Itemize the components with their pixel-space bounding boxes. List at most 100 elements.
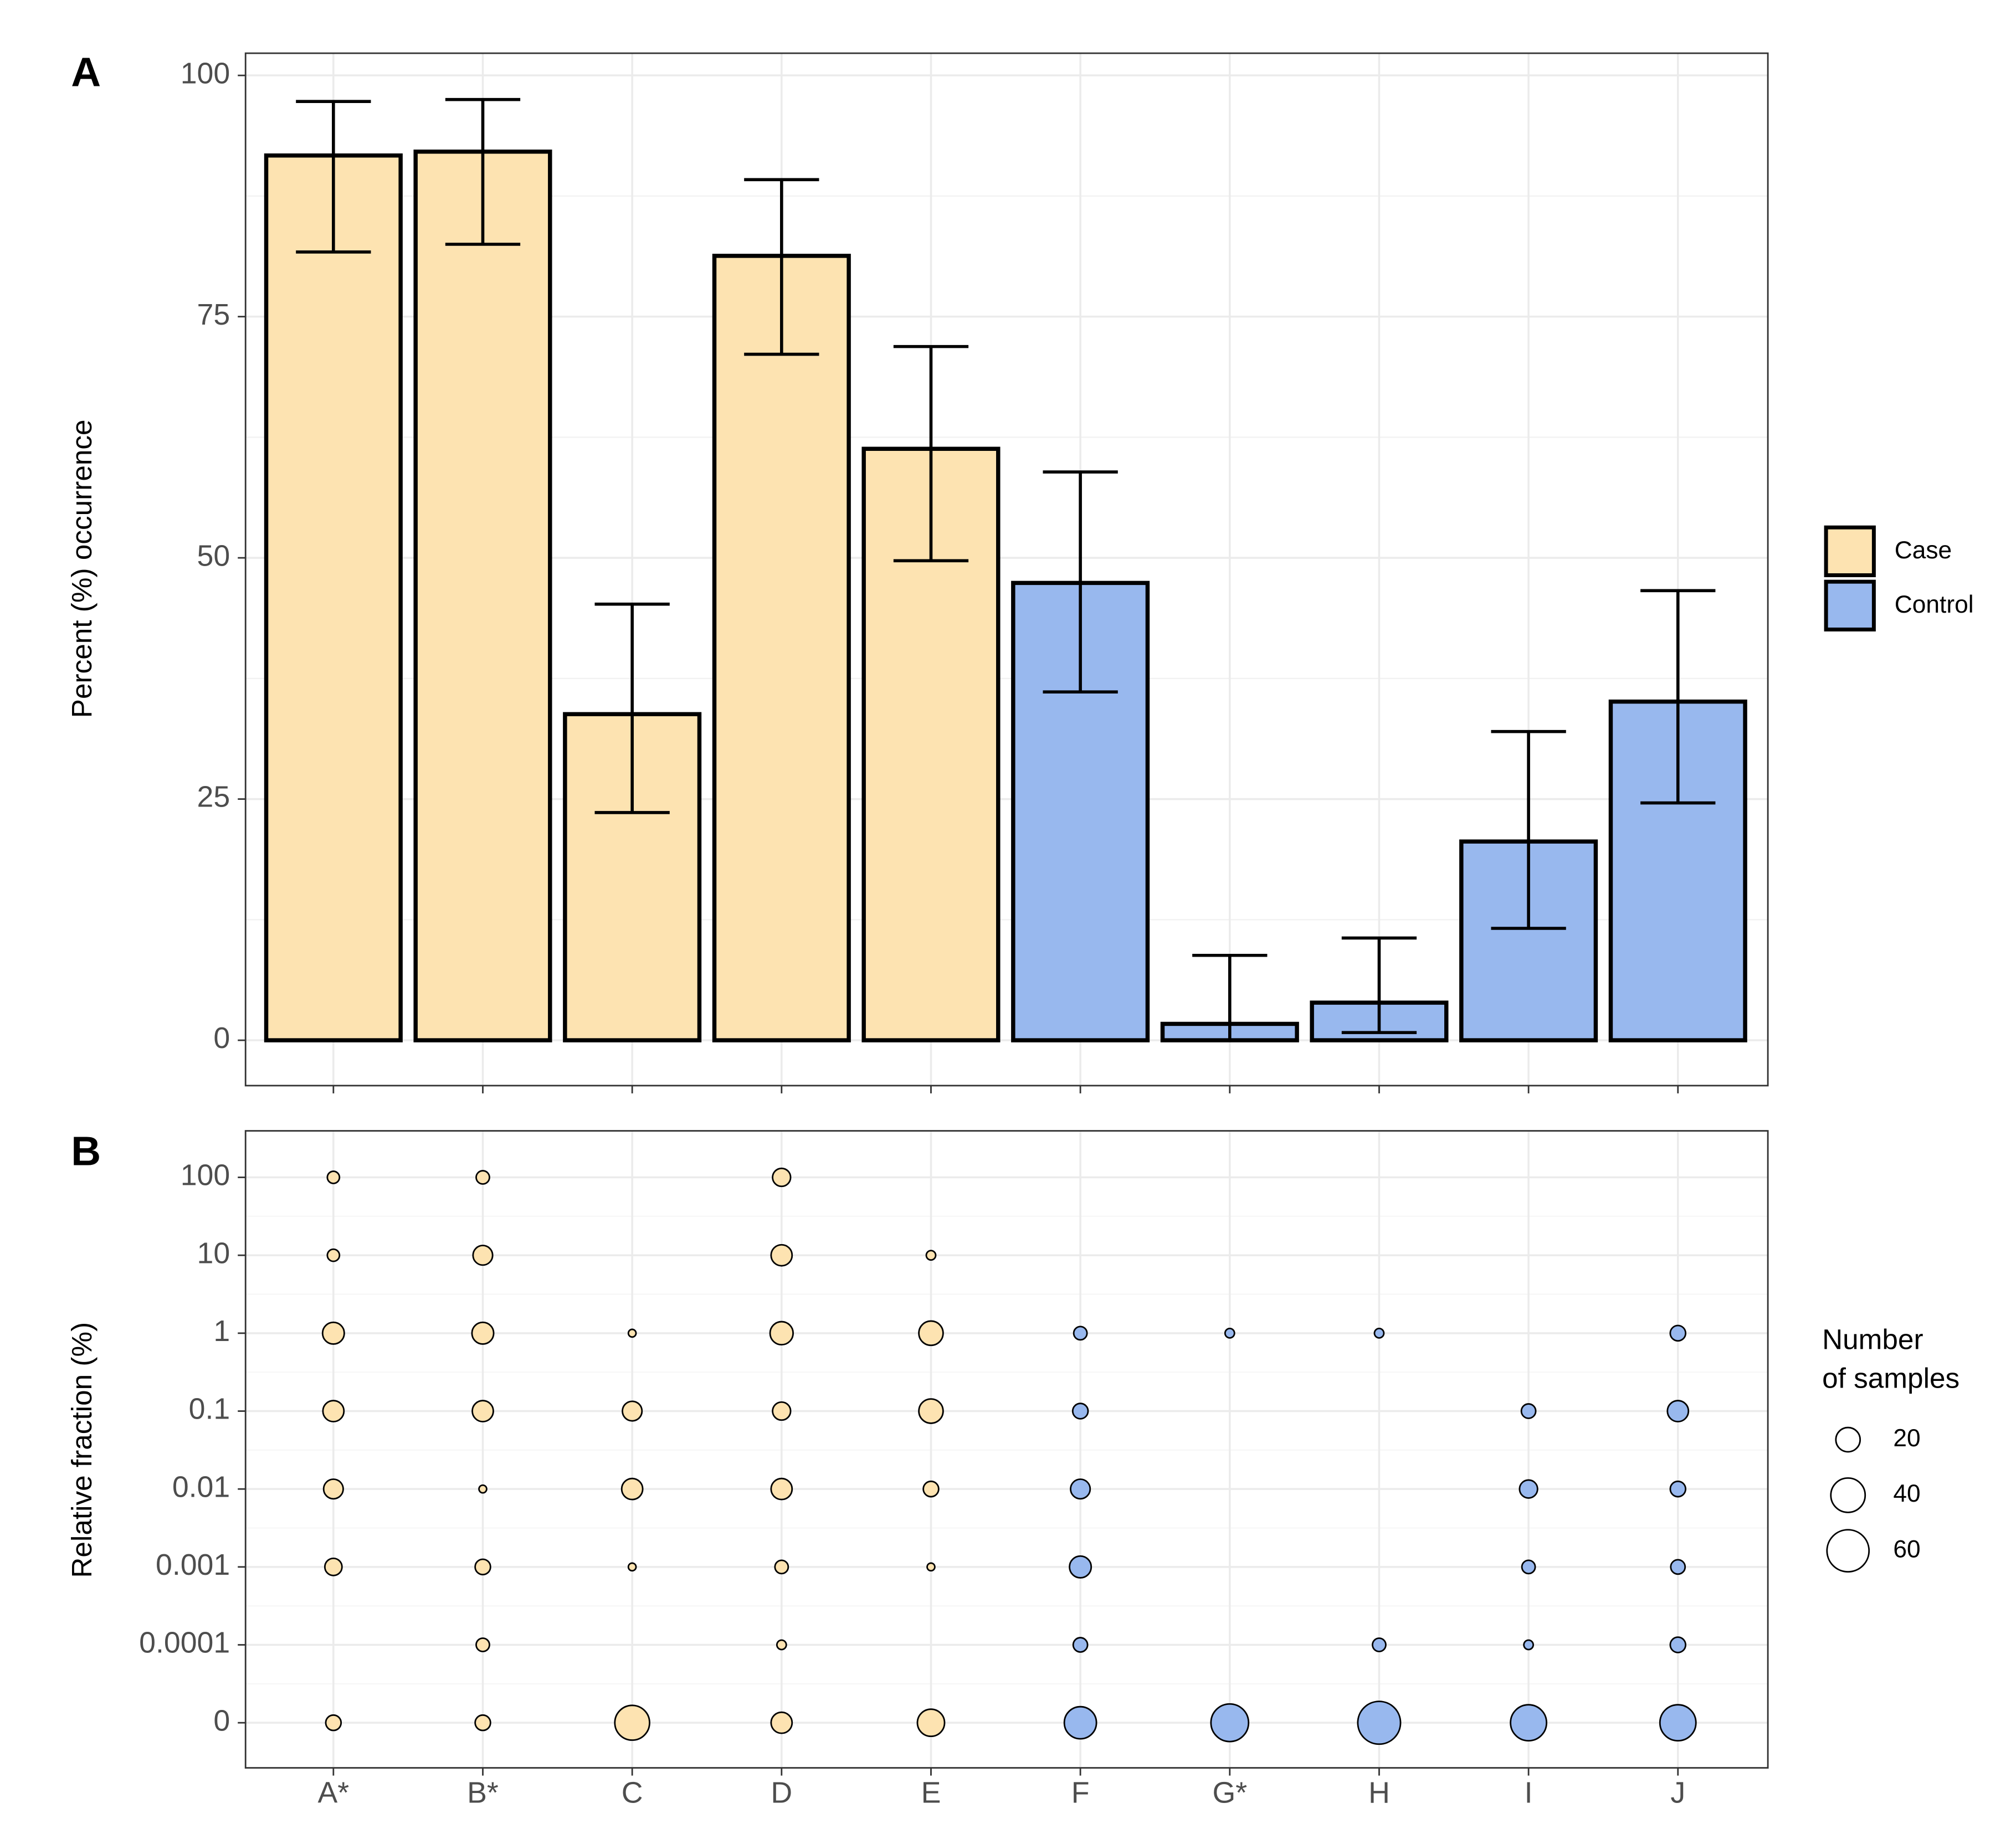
x-tick-label: G*: [1212, 1776, 1247, 1810]
legend-bubble: [1835, 1426, 1861, 1453]
bubble: [322, 1478, 344, 1500]
bubble: [776, 1639, 787, 1651]
bubble: [322, 1400, 345, 1422]
bubble: [1521, 1559, 1536, 1575]
y-tick-label: 0.1: [189, 1393, 230, 1426]
bubble: [326, 1170, 341, 1184]
bubble: [1520, 1403, 1537, 1419]
bubble: [326, 1248, 341, 1262]
y-tick-label: 100: [181, 1159, 230, 1192]
y-tick-label: 10: [197, 1236, 230, 1270]
bubble: [918, 1320, 944, 1347]
y-tick-label: 0.01: [172, 1470, 230, 1503]
bubble: [769, 1321, 794, 1346]
bubble: [325, 1714, 342, 1732]
bubble: [627, 1328, 637, 1338]
bar: [264, 153, 403, 1042]
bubble: [1357, 1701, 1402, 1745]
bubble: [922, 1480, 940, 1498]
legend-label: 60: [1893, 1535, 1920, 1563]
y-axis-title: Relative fraction (%): [66, 1322, 98, 1578]
bubble: [324, 1557, 343, 1576]
bubble: [321, 1321, 345, 1345]
legend-swatch: [1824, 525, 1876, 578]
bubble: [774, 1559, 789, 1575]
bubble: [770, 1711, 793, 1734]
bubble: [770, 1244, 793, 1267]
bubble: [1073, 1326, 1088, 1341]
bubble: [478, 1484, 488, 1494]
bubble: [918, 1398, 944, 1424]
bubble: [1372, 1637, 1387, 1652]
bubble: [1063, 1705, 1097, 1740]
legend-swatch: [1824, 579, 1876, 631]
bubble: [472, 1245, 494, 1266]
bubble: [770, 1477, 793, 1501]
legend-label: 40: [1893, 1480, 1920, 1507]
bubble: [627, 1562, 637, 1572]
bubble: [926, 1562, 936, 1572]
bubble: [475, 1170, 490, 1185]
y-tick-label: 25: [197, 780, 230, 814]
bubble: [1669, 1324, 1687, 1342]
bubble: [1224, 1327, 1235, 1339]
bubble: [772, 1401, 792, 1421]
bubble: [1210, 1703, 1250, 1743]
x-tick-label: J: [1670, 1776, 1685, 1810]
bubble: [620, 1477, 644, 1501]
y-tick-label: 0.0001: [139, 1626, 230, 1660]
y-tick-label: 0: [213, 1704, 230, 1737]
bubble: [471, 1321, 495, 1345]
x-tick-label: A*: [318, 1776, 350, 1810]
legend-label: Case: [1895, 537, 1952, 564]
bubble: [1071, 1403, 1089, 1420]
x-tick-label: H: [1368, 1776, 1390, 1810]
y-tick-label: 75: [197, 298, 230, 331]
y-tick-label: 100: [181, 56, 230, 90]
bubble: [1669, 1480, 1687, 1498]
x-tick-label: E: [921, 1776, 941, 1810]
x-tick-label: D: [771, 1776, 792, 1810]
bubble: [471, 1400, 494, 1422]
bubble: [475, 1637, 490, 1652]
plot-frame: [244, 52, 1769, 1087]
panel-label: B: [71, 1127, 101, 1174]
bubble: [1070, 1478, 1091, 1500]
bubble: [1670, 1559, 1686, 1575]
bubble: [1510, 1704, 1548, 1742]
bar: [712, 254, 851, 1042]
legend-bubble: [1826, 1529, 1870, 1573]
bubble: [622, 1400, 643, 1422]
bubble: [1519, 1479, 1538, 1499]
plot-frame: [244, 1130, 1769, 1769]
bubble: [1659, 1704, 1697, 1742]
bubble: [1072, 1637, 1089, 1653]
bubble: [916, 1708, 946, 1738]
legend-title: of samples: [1822, 1362, 1959, 1394]
bar: [413, 150, 552, 1042]
y-tick-label: 0: [213, 1021, 230, 1055]
bubble: [772, 1167, 792, 1188]
y-tick-label: 1: [213, 1314, 230, 1348]
bubble: [1666, 1400, 1690, 1422]
legend-label: 20: [1893, 1425, 1920, 1452]
bubble: [1523, 1639, 1534, 1651]
legend-title: Number: [1822, 1323, 1923, 1355]
bubble: [1373, 1327, 1385, 1339]
x-tick-label: I: [1525, 1776, 1533, 1810]
x-tick-label: B*: [467, 1776, 499, 1810]
x-tick-label: C: [622, 1776, 643, 1810]
panel-label: A: [71, 48, 101, 95]
plot-background: [245, 1131, 1768, 1768]
x-tick-label: F: [1071, 1776, 1090, 1810]
bubble: [614, 1704, 650, 1741]
bubble: [474, 1714, 491, 1732]
y-axis-title: Percent (%) occurrence: [66, 419, 98, 718]
y-tick-label: 0.001: [156, 1548, 230, 1581]
legend-label: Control: [1895, 591, 1974, 618]
bubble: [1669, 1636, 1687, 1653]
legend-bubble: [1830, 1477, 1866, 1513]
bubble: [925, 1250, 937, 1261]
bubble: [474, 1558, 491, 1576]
